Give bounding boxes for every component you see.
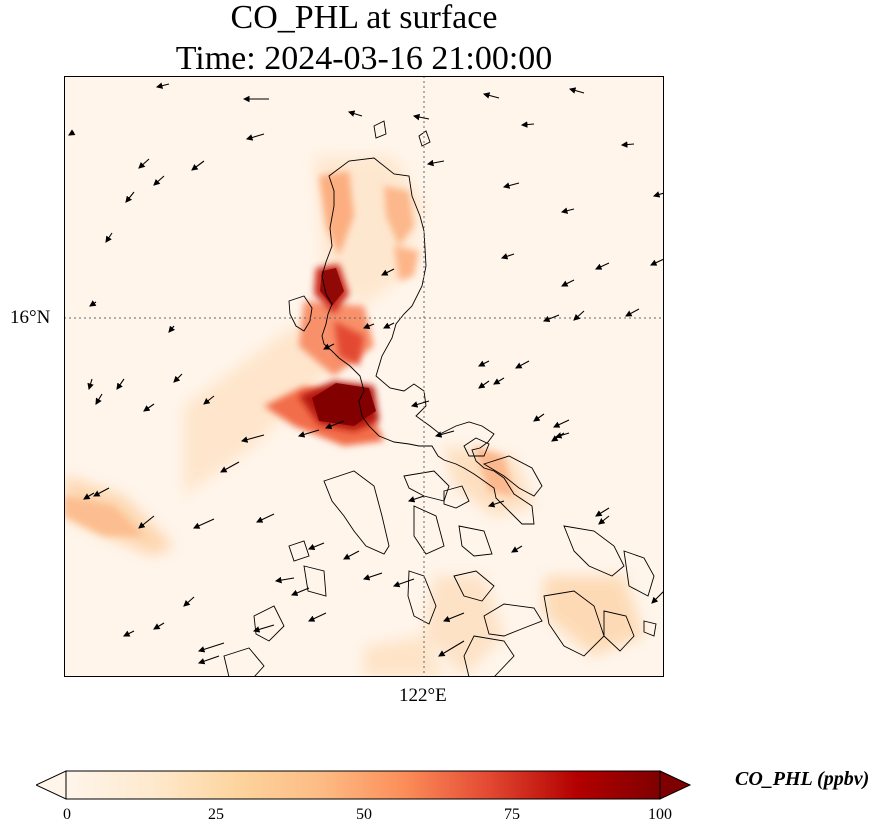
colorbar bbox=[36, 770, 692, 800]
gridlines bbox=[64, 76, 664, 677]
mindoro-coastline bbox=[323, 470, 390, 555]
colorbar-extend-max bbox=[659, 770, 692, 800]
colorbar-tick-25: 25 bbox=[208, 806, 224, 823]
coast-island-7 bbox=[543, 590, 605, 657]
plot-title-line-2: Time: 2024-03-16 21:00:00 bbox=[175, 40, 553, 77]
concentration-field bbox=[64, 156, 644, 677]
wind-vectors bbox=[68, 82, 664, 665]
map-frame bbox=[64, 76, 664, 677]
coast-island-5 bbox=[453, 570, 495, 602]
coast-island-1 bbox=[288, 295, 313, 332]
coast-island-6 bbox=[483, 603, 543, 637]
colorbar-gradient bbox=[65, 770, 661, 800]
colorbar-tick-0: 0 bbox=[63, 806, 71, 823]
colorbar-tick-50: 50 bbox=[356, 806, 372, 823]
coast-island-2 bbox=[482, 455, 543, 497]
colorbar-tick-75: 75 bbox=[504, 806, 520, 823]
concentration-peak bbox=[312, 383, 376, 426]
colorbar-extend-min bbox=[36, 770, 67, 800]
coast-island-4 bbox=[403, 470, 450, 502]
map-panel bbox=[64, 76, 664, 677]
colorbar-label: CO_PHL (ppbv) bbox=[735, 768, 870, 790]
plot-title-line-1: CO_PHL at surface bbox=[230, 0, 498, 36]
latitude-tick-label: 16°N bbox=[10, 307, 51, 328]
longitude-tick-label: 122°E bbox=[399, 685, 447, 706]
colorbar-tick-100: 100 bbox=[648, 806, 672, 823]
coast-island-3 bbox=[443, 485, 470, 509]
